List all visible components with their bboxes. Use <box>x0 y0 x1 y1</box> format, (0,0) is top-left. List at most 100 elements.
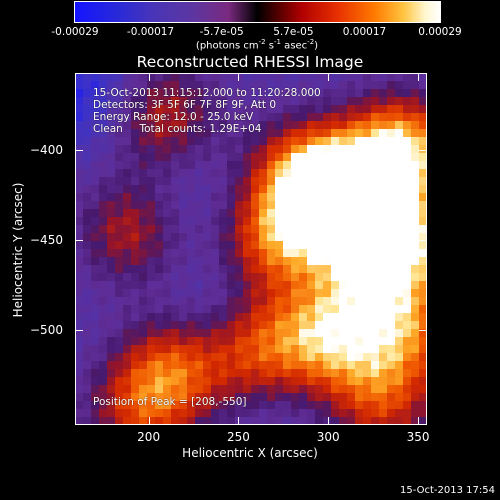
heatmap-cell <box>387 89 396 98</box>
heatmap-cell <box>139 409 148 418</box>
heatmap-cell <box>267 337 276 346</box>
heatmap-cell <box>403 105 412 114</box>
heatmap-cell <box>187 385 196 394</box>
heatmap-cell <box>275 129 284 138</box>
heatmap-cell <box>171 369 180 378</box>
heatmap-cell <box>315 233 324 242</box>
heatmap-cell <box>163 377 172 386</box>
heatmap-cell <box>379 377 388 386</box>
heatmap-cell <box>187 201 196 210</box>
heatmap-cell <box>115 305 124 314</box>
heatmap-cell <box>403 329 412 338</box>
heatmap-cell <box>75 297 84 306</box>
heatmap-cell <box>99 385 108 394</box>
heatmap-cell <box>219 289 228 298</box>
heatmap-cell <box>251 217 260 226</box>
heatmap-cell <box>99 337 108 346</box>
heatmap-cell <box>363 409 372 418</box>
heatmap-cell <box>171 257 180 266</box>
x-tick-mark <box>418 73 420 81</box>
heatmap-cell <box>123 265 132 274</box>
heatmap-cell <box>363 89 372 98</box>
heatmap-cell <box>107 265 116 274</box>
heatmap-cell <box>323 249 332 258</box>
heatmap-cell <box>259 257 268 266</box>
heatmap-cell <box>419 177 427 186</box>
heatmap-cell <box>75 353 84 362</box>
heatmap-cell <box>259 177 268 186</box>
heatmap-cell <box>299 209 308 218</box>
heatmap-cell <box>83 201 92 210</box>
heatmap-cell <box>163 241 172 250</box>
heatmap-cell <box>99 193 108 202</box>
heatmap-cell <box>267 385 276 394</box>
heatmap-cell <box>299 193 308 202</box>
heatmap-cell <box>91 337 100 346</box>
heatmap-cell <box>83 105 92 114</box>
heatmap-cell <box>355 257 364 266</box>
heatmap-cell <box>259 129 268 138</box>
heatmap-cell <box>347 153 356 162</box>
heatmap-cell <box>355 353 364 362</box>
heatmap-cell <box>227 353 236 362</box>
heatmap-cell <box>339 137 348 146</box>
heatmap-cell <box>75 121 84 130</box>
heatmap-cell <box>219 193 228 202</box>
heatmap-cell <box>163 393 172 402</box>
heatmap-cell <box>115 409 124 418</box>
heatmap-cell <box>203 137 212 146</box>
heatmap-cell <box>195 337 204 346</box>
heatmap-cell <box>395 353 404 362</box>
heatmap-cell <box>251 129 260 138</box>
heatmap-cell <box>187 353 196 362</box>
heatmap-cell <box>227 385 236 394</box>
heatmap-cell <box>227 377 236 386</box>
heatmap-cell <box>371 241 380 250</box>
heatmap-cell <box>251 273 260 282</box>
heatmap-cell <box>219 257 228 266</box>
heatmap-cell <box>403 177 412 186</box>
heatmap-cell <box>299 121 308 130</box>
heatmap-cell <box>379 201 388 210</box>
heatmap-cell <box>371 297 380 306</box>
heatmap-cell <box>131 201 140 210</box>
heatmap-cell <box>115 81 124 90</box>
heatmap-cell <box>131 177 140 186</box>
heatmap-cell <box>387 377 396 386</box>
heatmap-cell <box>347 361 356 370</box>
heatmap-cell <box>363 241 372 250</box>
heatmap-cell <box>99 289 108 298</box>
colorbar-tick-label: -0.00017 <box>126 26 175 38</box>
heatmap-cell <box>411 185 420 194</box>
heatmap-cell <box>195 353 204 362</box>
heatmap-cell <box>131 233 140 242</box>
heatmap-cell <box>235 249 244 258</box>
heatmap-cell <box>347 417 356 425</box>
heatmap-cell <box>411 73 420 82</box>
heatmap-cell <box>283 353 292 362</box>
heatmap-cell <box>243 97 252 106</box>
heatmap-cell <box>355 393 364 402</box>
heatmap-cell <box>219 73 228 82</box>
heatmap-cell <box>211 305 220 314</box>
heatmap-cell <box>339 289 348 298</box>
heatmap-cell <box>379 153 388 162</box>
heatmap-cell <box>371 377 380 386</box>
heatmap-cell <box>123 257 132 266</box>
heatmap-cell <box>147 409 156 418</box>
heatmap-cell <box>315 129 324 138</box>
heatmap-cell <box>187 217 196 226</box>
heatmap-cell <box>99 313 108 322</box>
heatmap-cell <box>339 313 348 322</box>
heatmap-cell <box>323 193 332 202</box>
heatmap-cell <box>91 321 100 330</box>
heatmap-cell <box>419 225 427 234</box>
heatmap-cell <box>403 89 412 98</box>
heatmap-cell <box>371 265 380 274</box>
heatmap-cell <box>387 201 396 210</box>
heatmap-cell <box>147 329 156 338</box>
heatmap-cell <box>307 385 316 394</box>
heatmap-cell <box>419 377 427 386</box>
heatmap-cell <box>299 409 308 418</box>
heatmap-cell <box>259 281 268 290</box>
